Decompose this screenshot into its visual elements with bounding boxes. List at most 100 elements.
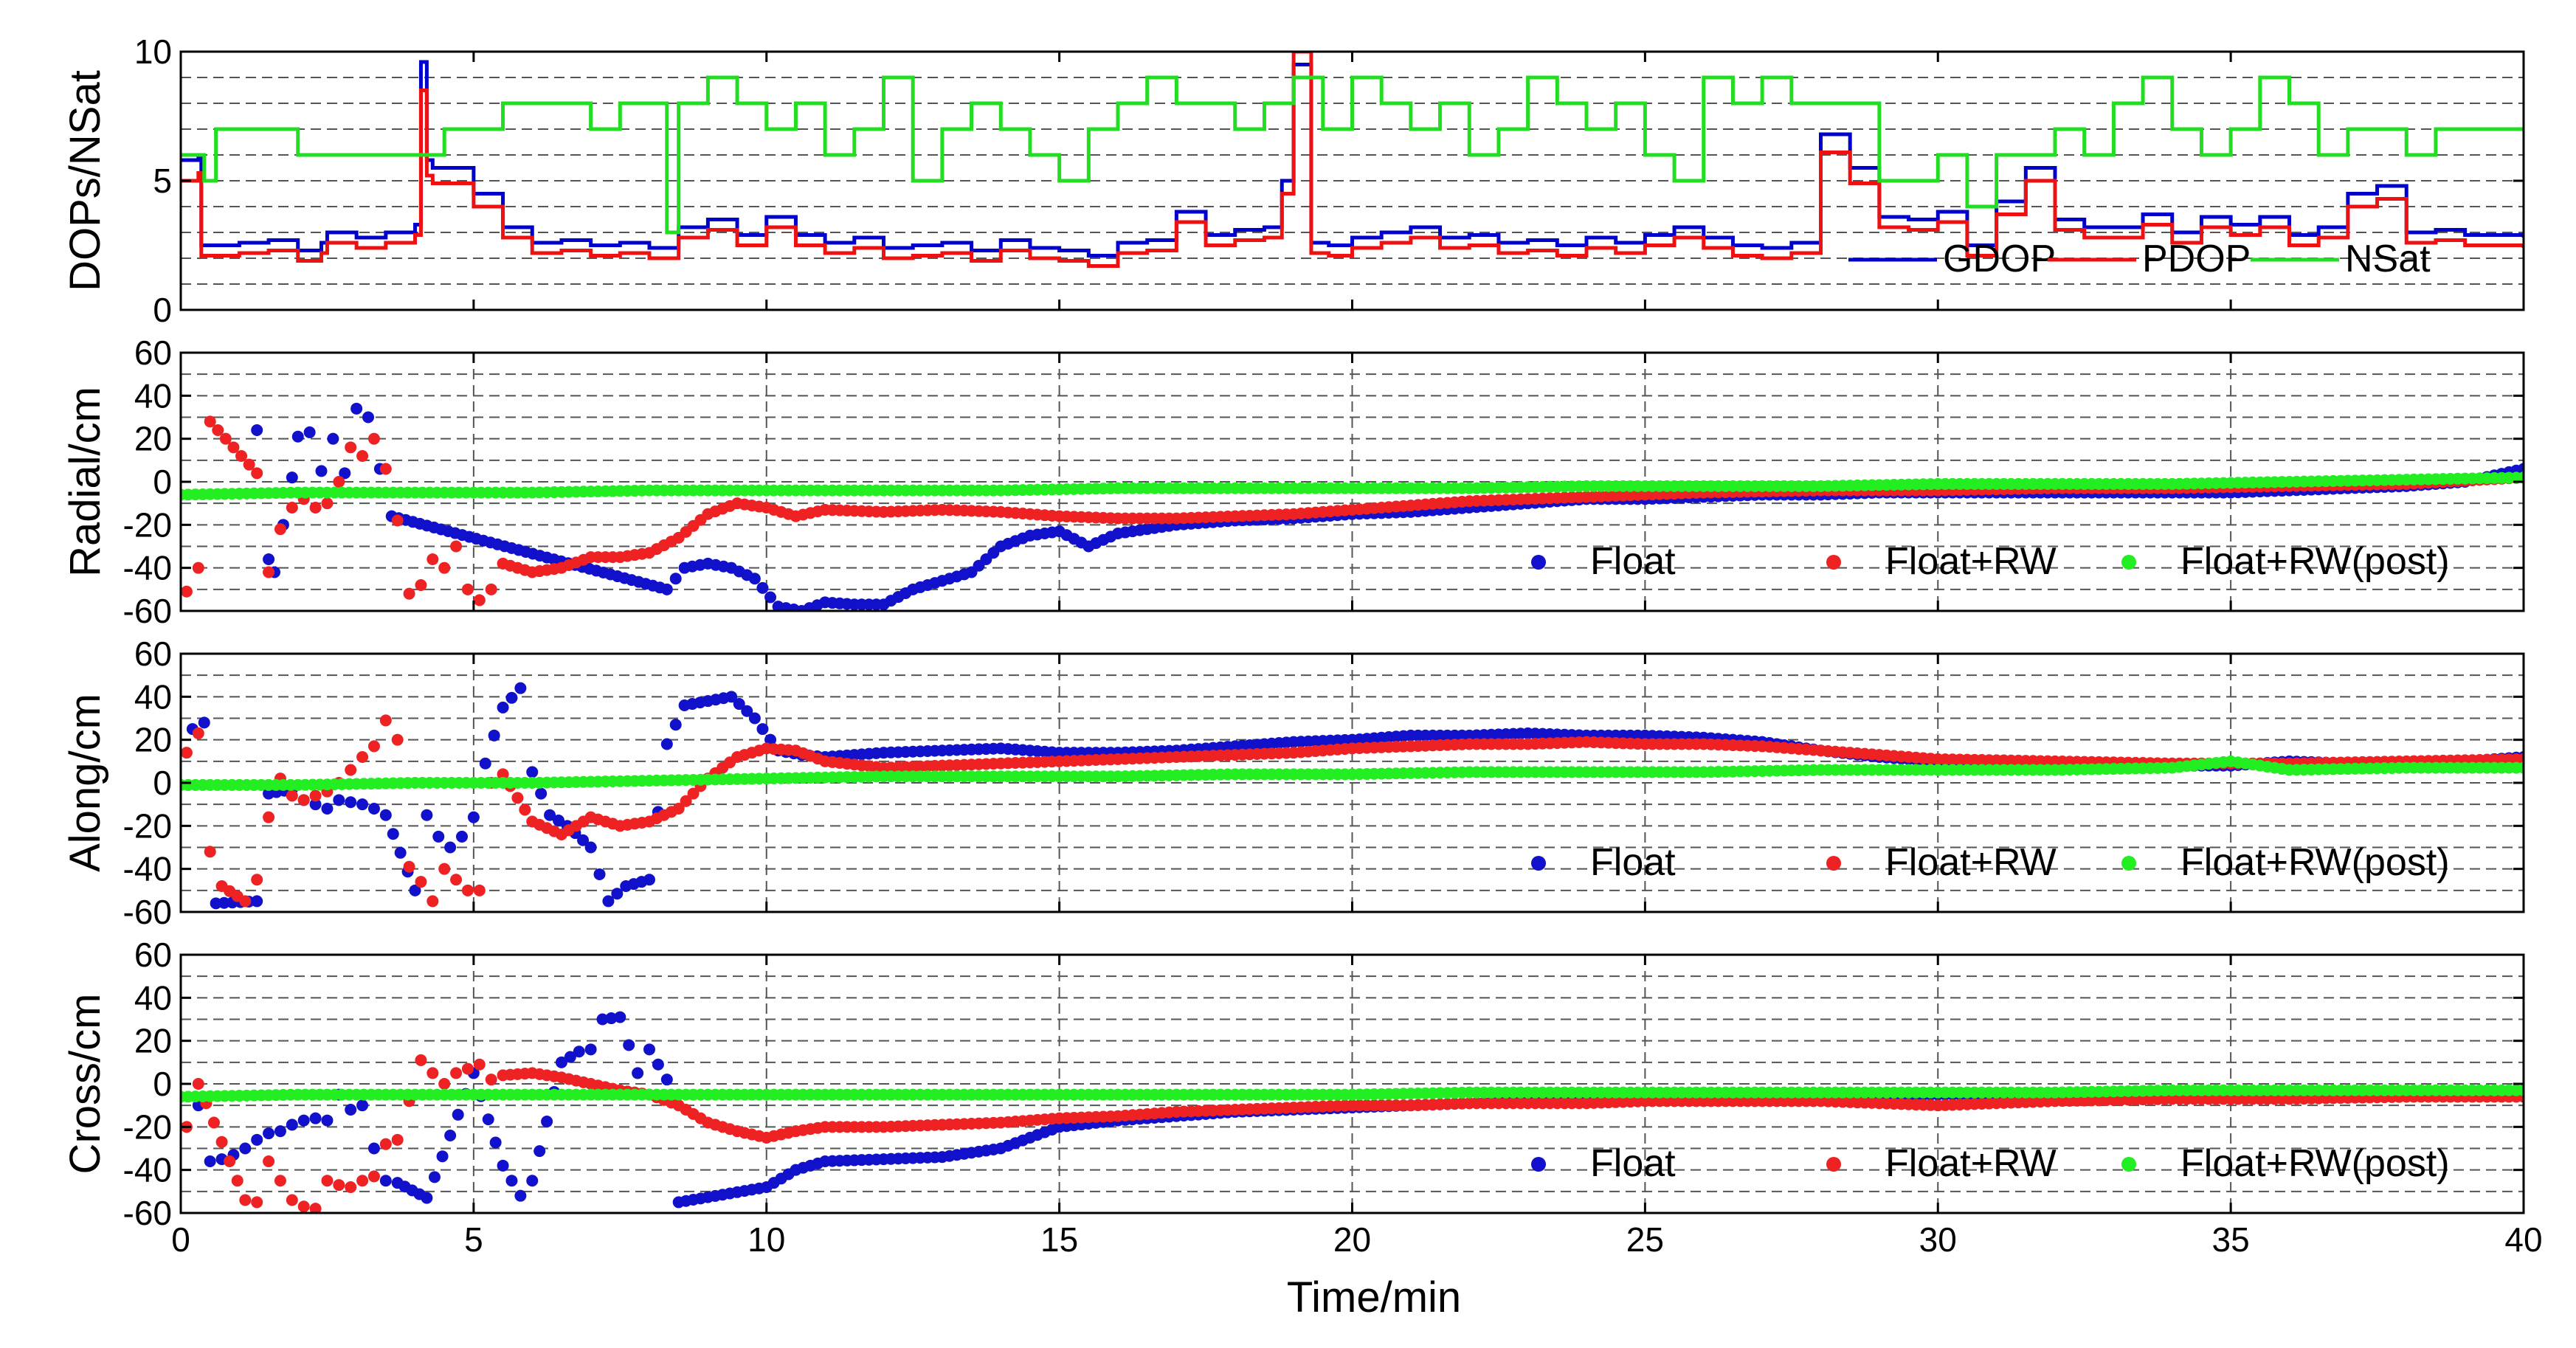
data-point — [409, 884, 421, 896]
legend-label: GDOP — [1943, 238, 2056, 280]
data-point — [899, 587, 912, 599]
data-point — [812, 505, 824, 518]
data-point — [1690, 1095, 1702, 1107]
data-point — [1397, 500, 1409, 512]
data-point — [379, 1175, 392, 1187]
x-tick-label: 40 — [2504, 1220, 2542, 1259]
data-point — [694, 1112, 707, 1124]
data-point — [333, 794, 345, 806]
x-axis-label: Time/min — [1287, 1273, 1461, 1321]
panel-along: -60 -40 -20 0 20 40 60 Along/cm Float Float+RW Flo… — [61, 635, 2525, 931]
data-point — [1017, 532, 1029, 545]
data-point — [544, 809, 556, 821]
data-point — [485, 583, 497, 595]
data-point — [533, 1145, 546, 1158]
data-point — [535, 787, 548, 800]
data-point — [1280, 1102, 1293, 1114]
data-point — [231, 1175, 244, 1187]
data-point — [1807, 1095, 1820, 1107]
data-point — [251, 874, 263, 886]
data-point — [403, 860, 415, 873]
data-point — [928, 760, 941, 772]
data-point — [665, 1096, 677, 1109]
data-point — [438, 1078, 451, 1090]
legend-marker — [1531, 555, 1546, 570]
y-axis-label: Along/cm — [61, 694, 109, 872]
y-tick-label: 0 — [153, 1065, 172, 1103]
data-point — [1690, 738, 1702, 750]
data-point — [1573, 766, 1586, 778]
legend-marker — [1531, 856, 1546, 871]
data-point — [1924, 478, 1937, 491]
data-point — [345, 441, 357, 454]
data-point — [1221, 749, 1234, 761]
data-point — [514, 682, 527, 694]
data-point — [669, 573, 682, 585]
data-point — [756, 581, 769, 594]
data-point — [1924, 753, 1937, 765]
data-point — [987, 770, 1000, 783]
data-point — [286, 502, 298, 514]
y-tick-label: 0 — [153, 463, 172, 501]
data-point — [782, 1127, 795, 1139]
data-point — [263, 566, 275, 578]
data-point — [753, 1088, 765, 1101]
data-point — [1631, 738, 1644, 750]
data-point — [231, 890, 244, 902]
data-point — [1690, 766, 1702, 778]
data-point — [263, 811, 275, 823]
data-point — [741, 569, 753, 581]
data-point — [219, 432, 232, 445]
data-point — [1631, 488, 1644, 501]
y-tick-label: 40 — [134, 677, 172, 716]
data-point — [379, 809, 392, 821]
legend-label: NSat — [2345, 238, 2431, 280]
legend-marker — [2121, 555, 2136, 570]
data-point — [263, 1127, 275, 1140]
data-point — [181, 585, 193, 598]
data-point — [284, 1088, 297, 1101]
data-point — [452, 1108, 464, 1121]
data-point — [519, 777, 531, 789]
data-point — [321, 1175, 334, 1187]
y-tick-label: 60 — [134, 333, 172, 372]
data-point — [309, 789, 322, 802]
data-point — [680, 795, 692, 807]
data-point — [812, 1157, 824, 1169]
y-tick-label: 60 — [134, 635, 172, 673]
data-point — [192, 727, 204, 739]
data-point — [505, 691, 518, 704]
data-point — [263, 553, 275, 565]
data-point — [438, 561, 451, 574]
data-point — [321, 803, 334, 815]
data-point — [1339, 1088, 1351, 1101]
data-point — [584, 841, 597, 854]
data-point — [391, 1133, 404, 1146]
data-point — [753, 484, 765, 497]
data-point — [1807, 764, 1820, 776]
data-point — [204, 415, 216, 428]
data-point — [870, 1088, 883, 1101]
data-point — [432, 830, 445, 843]
data-point — [928, 577, 941, 590]
legend-label: Float+RW — [1885, 540, 2057, 583]
data-point — [473, 1058, 486, 1071]
data-point — [717, 692, 730, 705]
data-point — [415, 579, 427, 591]
data-point — [987, 742, 1000, 755]
data-point — [1046, 1123, 1058, 1136]
y-tick-label: 40 — [134, 376, 172, 415]
data-point — [427, 1067, 439, 1079]
data-point — [505, 1175, 518, 1187]
data-point — [251, 1133, 263, 1146]
data-point — [1280, 508, 1293, 521]
data-point — [391, 514, 404, 527]
data-point — [1221, 1088, 1234, 1101]
data-point — [782, 1168, 795, 1181]
data-point — [489, 1136, 502, 1149]
data-point — [415, 876, 427, 888]
data-point — [1221, 511, 1234, 523]
data-point — [379, 1138, 392, 1150]
y-tick-label: 60 — [134, 936, 172, 974]
data-point — [687, 787, 700, 800]
